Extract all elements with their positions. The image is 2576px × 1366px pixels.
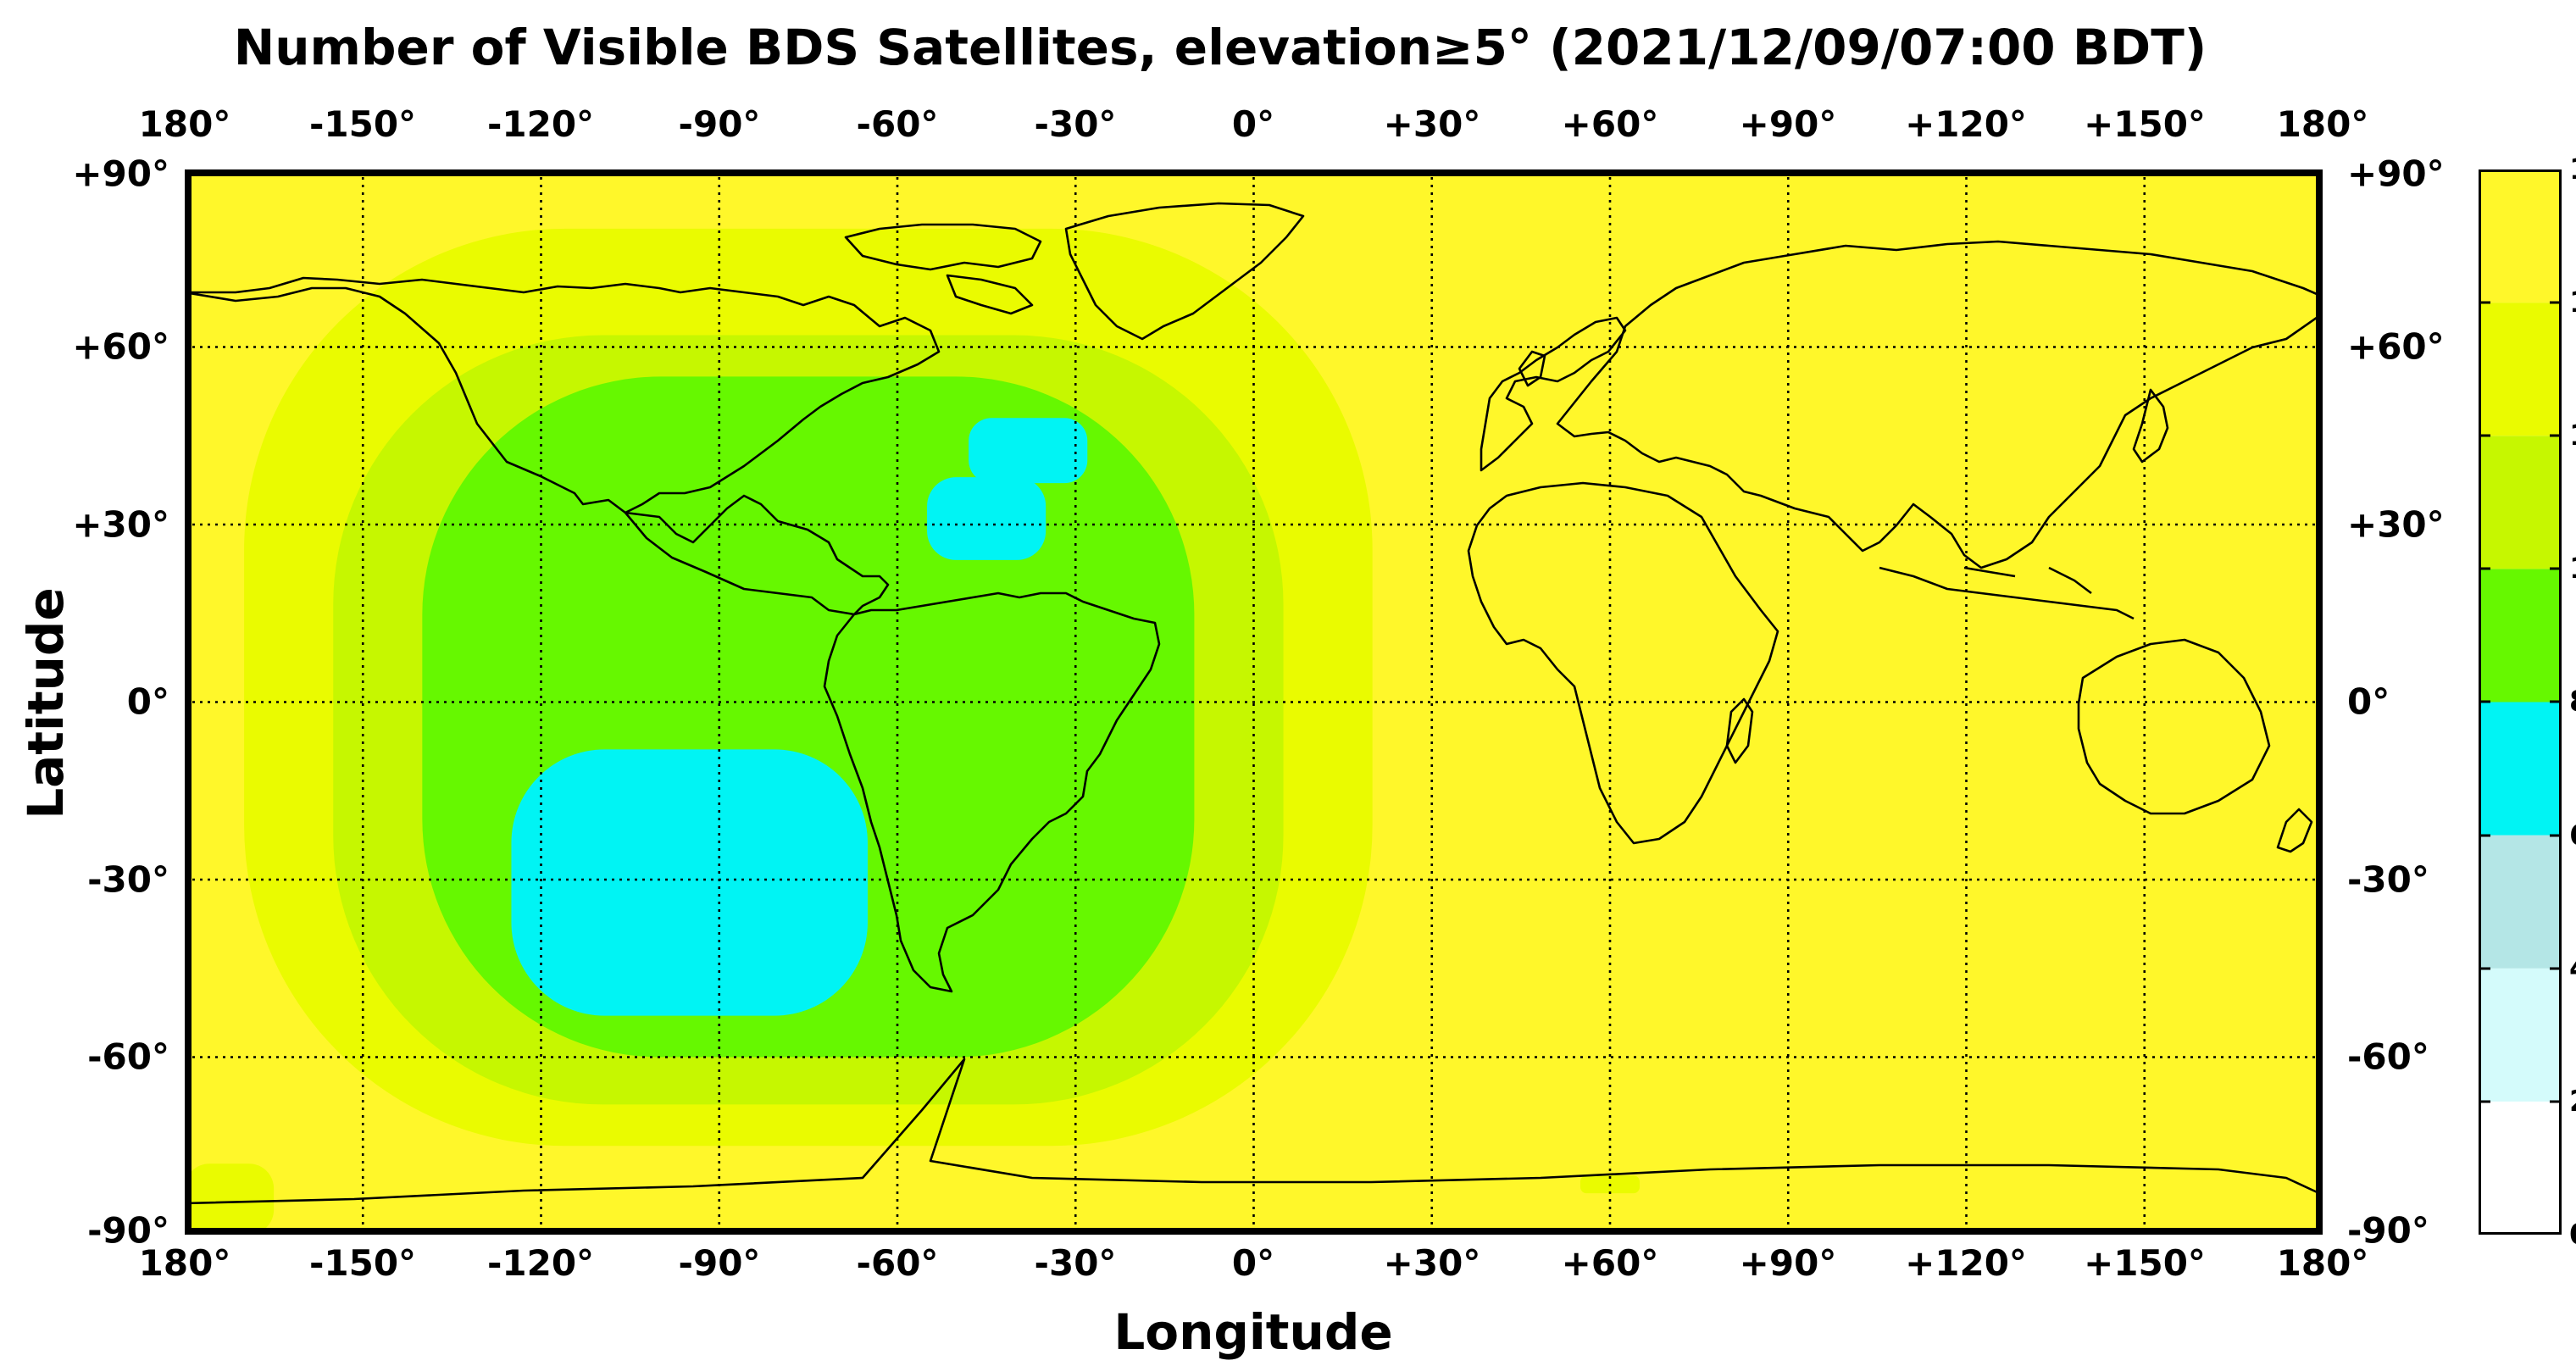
colorbar-tick: 2 xyxy=(2569,1085,2576,1119)
colorbar xyxy=(2479,169,2562,1235)
grid-lines xyxy=(185,169,2323,1235)
x-tick-bottom: 180° xyxy=(138,1242,231,1284)
coastline-indonesia xyxy=(1879,566,2135,620)
x-tick-top: +60° xyxy=(1561,103,1659,145)
x-axis-label: Longitude xyxy=(1113,1303,1393,1361)
visibility-region xyxy=(185,1163,275,1235)
visibility-regions xyxy=(185,228,1641,1235)
colorbar-tick: 8 xyxy=(2569,685,2576,719)
colorbar-band xyxy=(2479,436,2562,569)
colorbar-band xyxy=(2479,1101,2562,1235)
colorbar-bands xyxy=(2479,169,2562,1235)
x-tick-top: +30° xyxy=(1383,103,1481,145)
visibility-region xyxy=(927,477,1046,560)
coastline-north-america xyxy=(185,276,941,514)
x-tick-top: 0° xyxy=(1231,103,1275,145)
y-tick-left: -60° xyxy=(87,1036,169,1078)
y-tick-right: +90° xyxy=(2347,153,2445,195)
chart-title: Number of Visible BDS Satellites, elevat… xyxy=(233,19,2207,76)
x-tick-bottom: +60° xyxy=(1561,1242,1659,1284)
x-tick-bottom: -120° xyxy=(486,1242,595,1284)
x-tick-top: +90° xyxy=(1739,103,1837,145)
plot-frame xyxy=(185,169,2323,1235)
x-tick-top: 180° xyxy=(2276,103,2369,145)
colorbar-tick: 10 xyxy=(2569,552,2576,586)
y-tick-left: 0° xyxy=(126,680,169,723)
x-tick-bottom: +90° xyxy=(1739,1242,1837,1284)
colorbar-ticks xyxy=(2479,301,2562,1103)
x-tick-top: -60° xyxy=(856,103,939,145)
coastline-madagascar xyxy=(1725,697,1754,764)
colorbar-band xyxy=(2479,835,2562,969)
colorbar-tick: 12 xyxy=(2569,419,2576,453)
coastline-central-america xyxy=(624,494,890,616)
x-tick-bottom: +30° xyxy=(1383,1242,1481,1284)
y-tick-right: -60° xyxy=(2347,1036,2429,1078)
y-tick-left: +60° xyxy=(72,325,169,368)
x-tick-bottom: -90° xyxy=(678,1242,761,1284)
y-tick-right: +60° xyxy=(2347,325,2445,368)
colorbar-frame xyxy=(2479,169,2562,1235)
colorbar-band xyxy=(2479,303,2562,436)
x-tick-top: -120° xyxy=(486,103,595,145)
x-tick-bottom: 180° xyxy=(2276,1242,2369,1284)
coastline-africa xyxy=(1467,481,1779,845)
x-tick-top: 180° xyxy=(138,103,231,145)
visibility-region xyxy=(511,749,868,1016)
colorbar-tick: 6 xyxy=(2569,819,2576,852)
world-map-plot xyxy=(185,169,2323,1235)
y-tick-left: -90° xyxy=(87,1209,169,1252)
coastline-europe-west xyxy=(1480,316,1627,472)
y-tick-left: +90° xyxy=(72,153,169,195)
y-tick-left: +30° xyxy=(72,503,169,546)
x-tick-bottom: -150° xyxy=(308,1242,417,1284)
y-tick-right: -90° xyxy=(2347,1209,2429,1252)
coastline-eurasia xyxy=(1556,240,2323,569)
colorbar-tick: 0 xyxy=(2569,1218,2576,1252)
colorbar-tick: 16 xyxy=(2569,153,2576,186)
x-tick-top: +150° xyxy=(2084,103,2206,145)
x-tick-top: +120° xyxy=(1905,103,2027,145)
x-tick-top: -150° xyxy=(308,103,417,145)
coastline-antarctica xyxy=(185,1058,2323,1205)
colorbar-band xyxy=(2479,968,2562,1102)
y-tick-right: -30° xyxy=(2347,858,2429,901)
y-tick-left: -30° xyxy=(87,858,169,901)
x-tick-bottom: +150° xyxy=(2084,1242,2206,1284)
coastline-japan xyxy=(2132,388,2169,464)
coastline-arctic-islands xyxy=(844,223,1042,315)
y-tick-right: +30° xyxy=(2347,503,2445,546)
visibility-region xyxy=(969,418,1088,484)
y-tick-right: 0° xyxy=(2347,680,2390,723)
x-tick-top: -90° xyxy=(678,103,761,145)
colorbar-band xyxy=(2479,569,2562,702)
x-tick-bottom: -30° xyxy=(1034,1242,1117,1284)
x-tick-bottom: -60° xyxy=(856,1242,939,1284)
colorbar-band xyxy=(2479,702,2562,836)
coastline-australia xyxy=(2077,638,2271,815)
x-tick-bottom: 0° xyxy=(1231,1242,1275,1284)
coastlines xyxy=(185,202,2323,1205)
coastline-greenland xyxy=(1064,202,1305,341)
coastline-south-america xyxy=(823,591,1161,993)
coastline-new-zealand xyxy=(2276,808,2313,853)
x-tick-bottom: +120° xyxy=(1905,1242,2027,1284)
colorbar-tick: 4 xyxy=(2569,952,2576,986)
x-tick-top: -30° xyxy=(1034,103,1117,145)
y-axis-label: Latitude xyxy=(17,587,75,819)
coastline-uk xyxy=(1518,350,1546,387)
colorbar-tick: 14 xyxy=(2569,286,2576,319)
colorbar-band xyxy=(2479,169,2562,303)
